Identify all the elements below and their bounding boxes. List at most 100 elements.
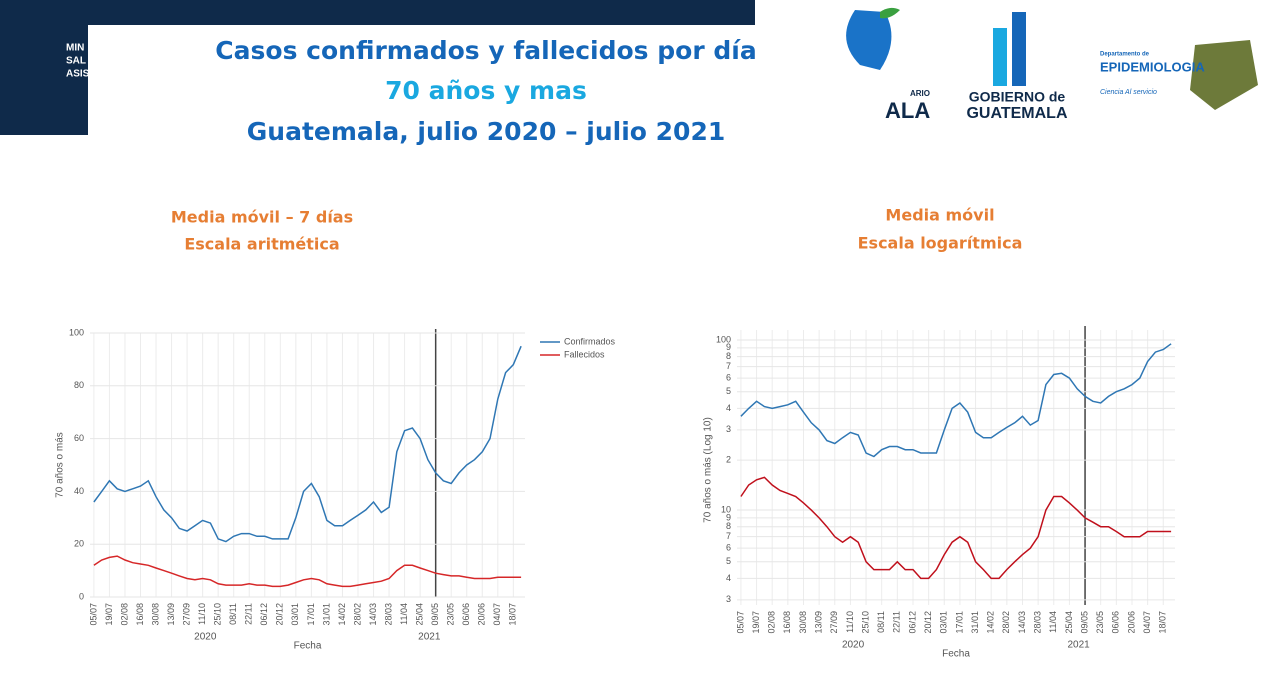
x-tick-label: 19/07 [751,611,761,634]
logo-text: GOBIERNO de [969,89,1066,105]
y-tick-label: 20 [74,539,84,549]
x-tick-label: 13/09 [814,611,824,634]
x-tick-label: 11/10 [845,611,855,633]
x-tick-label: 25/10 [860,611,870,634]
y-tick-label: 8 [726,521,731,531]
y-tick-label: 5 [726,386,731,396]
logo-text: GUATEMALA [966,105,1067,122]
x-tick-label: 09/05 [430,603,440,626]
x-tick-label: 30/08 [798,611,808,634]
x-tick-label: 20/06 [1126,611,1136,634]
y-tick-label: 3 [726,424,731,434]
x-tick-label: 06/12 [907,611,917,634]
x-tick-label: 14/02 [986,611,996,634]
x-tick-label: 16/08 [135,603,145,626]
y-tick-label: 2 [726,455,731,465]
chart-subtitle: Escala logarítmica [858,234,1023,253]
x-tick-label: 03/01 [290,603,300,626]
y-tick-label: 7 [726,361,731,371]
x-tick-label: 09/05 [1079,611,1089,634]
logo-shape [846,10,892,70]
x-tick-label: 28/02 [352,603,362,626]
x-tick-label: 06/12 [259,603,269,626]
x-tick-label: 06/06 [1111,611,1121,634]
chart-subtitle: Media móvil [885,206,994,225]
ministry-text: SAL [66,56,86,67]
logo-text: ARIO [910,89,930,98]
x-tick-label: 17/01 [306,603,316,626]
x-tick-label: 22/11 [892,611,902,633]
logo-text: EPIDEMIOLOGIA [1100,59,1205,74]
x-tick-label: 20/12 [275,603,285,626]
y-tick-label: 80 [74,380,84,390]
series-line [740,476,1172,580]
x-tick-label: 28/03 [1033,611,1043,634]
y-axis-label: 70 años o más (Log 10) [703,417,714,523]
x-tick-label: 05/07 [735,611,745,634]
y-axis-label: 70 años o más [55,432,66,498]
logo-shape [880,7,900,19]
y-tick-label: 9 [726,512,731,522]
x-tick-label: 04/07 [492,603,502,626]
slide-title: Guatemala, julio 2020 – julio 2021 [247,117,726,146]
x-tick-label: 19/07 [104,603,114,626]
x-tick-label: 16/08 [782,611,792,634]
x-tick-label: 25/04 [415,603,425,626]
y-tick-label: 6 [726,373,731,383]
x-tick-label: 20/06 [477,603,487,626]
x-tick-label: 05/07 [88,603,98,626]
x-tick-label: 04/07 [1142,611,1152,634]
y-tick-label: 60 [74,433,84,443]
x-tick-label: 31/01 [321,603,331,626]
x-tick-label: 30/08 [150,603,160,626]
ministry-text: ASIS [66,69,90,80]
x-tick-label: 25/04 [1064,611,1074,634]
x-axis-label: Fecha [942,649,970,660]
chart-subtitle: Escala aritmética [184,235,339,254]
logo-text: ALA [885,98,930,123]
x-tick-label: 25/10 [213,603,223,626]
logo-text: Ciencia Al servicio [1100,89,1157,96]
x-tick-label: 14/03 [1017,611,1027,634]
x-tick-label: 14/03 [368,603,378,626]
y-tick-label: 100 [69,327,84,337]
ministry-text: MIN [66,43,84,54]
logo-shape [993,28,1007,86]
header-panel [88,25,755,160]
x-tick-label: 11/10 [197,603,207,625]
slide-title: 70 años y mas [385,76,587,105]
series-line [93,555,522,588]
x-tick-label: 27/09 [181,603,191,626]
x-tick-label: 03/01 [939,611,949,634]
year-label: 2021 [418,632,441,643]
x-tick-label: 06/06 [461,603,471,626]
y-tick-label: 9 [726,342,731,352]
x-tick-label: 27/09 [829,611,839,634]
x-tick-label: 14/02 [337,603,347,626]
x-tick-label: 23/05 [1095,611,1105,634]
x-tick-label: 08/11 [228,603,238,625]
y-tick-label: 7 [726,531,731,541]
year-label: 2020 [842,640,865,651]
series-line [93,345,522,543]
x-tick-label: 02/08 [767,611,777,634]
logo-shape [1190,40,1258,110]
year-label: 2021 [1068,640,1091,651]
y-tick-label: 10 [721,504,731,514]
x-tick-label: 28/02 [1001,611,1011,634]
x-tick-label: 22/11 [244,603,254,625]
x-tick-label: 11/04 [399,603,409,625]
x-tick-label: 18/07 [508,603,518,626]
x-axis-label: Fecha [294,641,322,652]
y-tick-label: 40 [74,486,84,496]
y-tick-label: 4 [726,573,731,583]
x-tick-label: 02/08 [119,603,129,626]
logo-shape [1012,12,1026,86]
y-tick-label: 4 [726,403,731,413]
slide-title: Casos confirmados y fallecidos por día [215,36,756,65]
x-tick-label: 08/11 [876,611,886,633]
logo-text: Departamento de [1100,52,1150,58]
y-tick-label: 100 [716,334,731,344]
legend-label: Confirmados [564,336,616,346]
